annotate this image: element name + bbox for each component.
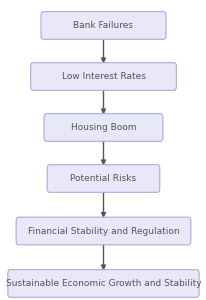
Text: Sustainable Economic Growth and Stability: Sustainable Economic Growth and Stabilit…: [6, 279, 200, 288]
Text: Housing Boom: Housing Boom: [70, 123, 136, 132]
FancyBboxPatch shape: [30, 63, 176, 90]
Text: Potential Risks: Potential Risks: [70, 174, 136, 183]
FancyBboxPatch shape: [44, 114, 162, 141]
FancyBboxPatch shape: [16, 217, 190, 245]
FancyBboxPatch shape: [47, 165, 159, 192]
Text: Bank Failures: Bank Failures: [73, 21, 133, 30]
FancyBboxPatch shape: [8, 270, 198, 297]
Text: Financial Stability and Regulation: Financial Stability and Regulation: [28, 226, 178, 236]
FancyBboxPatch shape: [41, 12, 165, 39]
Text: Low Interest Rates: Low Interest Rates: [61, 72, 145, 81]
